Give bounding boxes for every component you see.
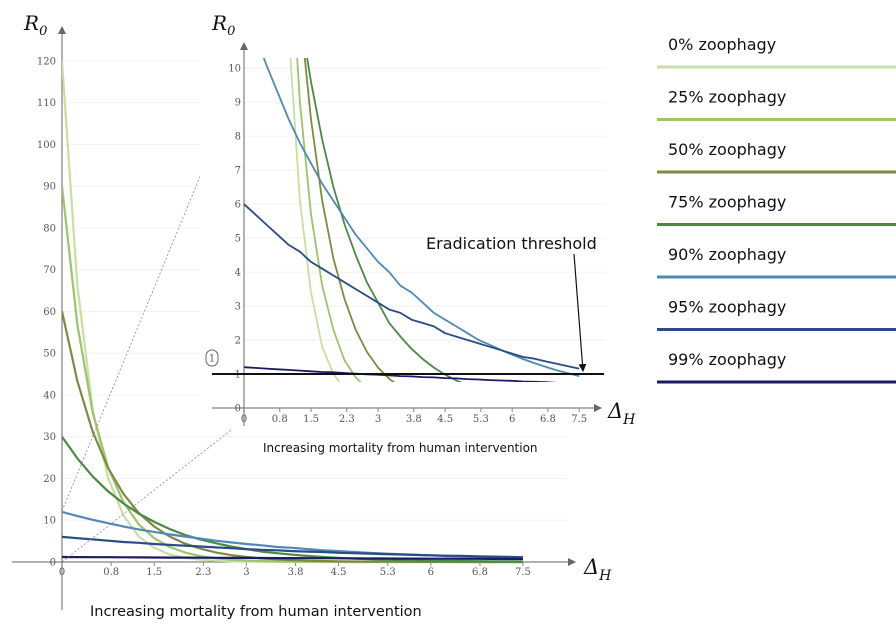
main-x-axis-arrow bbox=[568, 558, 576, 566]
legend-label: 75% zoophagy bbox=[668, 193, 786, 212]
legend-label: 50% zoophagy bbox=[668, 140, 786, 159]
inset-y-tick-label: 3 bbox=[235, 302, 241, 313]
inset-x-tick-label: 3.8 bbox=[406, 414, 422, 425]
inset-x-tick-label: 4.5 bbox=[437, 414, 453, 425]
main-x-tick-label: 5.3 bbox=[380, 567, 396, 578]
main-y-tick-label: 80 bbox=[43, 223, 56, 234]
main-x-tick-label: 4.5 bbox=[331, 567, 347, 578]
main-y-tick-label: 70 bbox=[43, 265, 56, 276]
inset-x-ticks: 0 0.8 1.5 2.3 3 3.8 4.5 5.3 6 6.8 7.5 bbox=[241, 408, 587, 425]
inset-x-tick-label: 7.5 bbox=[571, 414, 587, 425]
main-x-tick-label: 6.8 bbox=[472, 567, 488, 578]
main-y-tick-label: 10 bbox=[43, 516, 56, 527]
inset-x-tick-label: 2.3 bbox=[339, 414, 355, 425]
zoom-guide-bottom bbox=[61, 419, 245, 563]
inset-x-tick-label: 6 bbox=[509, 414, 515, 425]
main-x-axis-label: Increasing mortality from human interven… bbox=[90, 604, 422, 620]
inset-background bbox=[200, 28, 600, 430]
inset-y-tick-label: 8 bbox=[235, 132, 241, 143]
main-x-tick-label: 3.8 bbox=[288, 567, 304, 578]
inset-y-tick-label: 2 bbox=[235, 336, 241, 347]
main-y-tick-label: 40 bbox=[43, 390, 56, 401]
main-y-tick-label: 110 bbox=[37, 98, 56, 109]
inset-series bbox=[244, 58, 580, 382]
main-x-tick-label: 0.8 bbox=[103, 567, 119, 578]
inset-x-tick-label: 3 bbox=[375, 414, 381, 425]
main-series bbox=[62, 60, 524, 564]
main-series-line-95-zoophagy bbox=[62, 535, 524, 559]
inset-series-line-0-zoophagy bbox=[289, 58, 341, 382]
main-y-ticks: 0 10 20 30 40 50 60 70 80 90 100 110 120 bbox=[37, 56, 56, 568]
main-y-tick-label: 100 bbox=[37, 140, 56, 151]
main-y-tick-label: 30 bbox=[43, 432, 56, 443]
main-x-tick-label: 3 bbox=[243, 567, 249, 578]
legend-label: 95% zoophagy bbox=[668, 298, 786, 317]
main-y-tick-label: 50 bbox=[43, 349, 56, 360]
eradication-threshold-label: Eradication threshold bbox=[426, 234, 597, 253]
inset-x-axis-label: Increasing mortality from human interven… bbox=[263, 441, 538, 455]
inset-x-axis-arrow bbox=[594, 404, 602, 412]
inset-y-axis-symbol: R0 bbox=[211, 11, 235, 39]
inset-series-line-99-zoophagy bbox=[244, 366, 557, 382]
inset-series-line-75-zoophagy bbox=[306, 58, 463, 382]
main-y-tick-label: 90 bbox=[43, 182, 56, 193]
inset-x-tick-label: 5.3 bbox=[473, 414, 489, 425]
main-x-tick-label: 2.3 bbox=[195, 567, 211, 578]
threshold-marker-badge bbox=[205, 349, 219, 367]
inset-y-tick-label: 4 bbox=[235, 268, 241, 279]
legend-label: 99% zoophagy bbox=[668, 350, 786, 369]
inset-y-tick-label: 7 bbox=[235, 166, 241, 177]
inset-y-tick-label: 6 bbox=[235, 200, 241, 211]
inset-y-tick-label: 9 bbox=[235, 98, 241, 109]
main-series-line-99-zoophagy bbox=[62, 555, 523, 561]
inset-y-axis-arrow bbox=[240, 42, 248, 50]
inset-series-line-90-zoophagy bbox=[262, 58, 580, 377]
inset-series-line-95-zoophagy bbox=[244, 203, 580, 370]
inset-y-tick-label: 0 bbox=[235, 404, 241, 415]
main-x-tick-label: 0 bbox=[59, 567, 65, 578]
main-y-tick-label: 60 bbox=[43, 307, 56, 318]
inset-x-tick-label: 0.8 bbox=[272, 414, 288, 425]
main-y-tick-label: 0 bbox=[50, 558, 56, 569]
main-x-axis-symbol: ΔH bbox=[583, 555, 612, 584]
main-x-ticks: 0 0.8 1.5 2.3 3 3.8 4.5 5.3 6 6.8 7.5 bbox=[59, 562, 531, 578]
main-x-tick-label: 6 bbox=[428, 567, 434, 578]
main-x-tick-label: 1.5 bbox=[146, 567, 162, 578]
main-y-axis-arrow bbox=[58, 26, 66, 34]
inset-y-tick-label: 10 bbox=[228, 64, 241, 75]
main-x-tick-label: 7.5 bbox=[515, 567, 531, 578]
inset-plot: 0 1 2 3 4 5 6 7 8 9 10 0 0.8 1.5 2.3 3 3.8 4.5 5.3 6 6.8 7.5… bbox=[200, 11, 636, 455]
legend-label: 90% zoophagy bbox=[668, 245, 786, 264]
inset-x-tick-label: 1.5 bbox=[303, 414, 319, 425]
main-y-axis-symbol: R0 bbox=[23, 11, 47, 39]
eradication-threshold-arrow bbox=[573, 253, 587, 372]
threshold-marker-text: 1 bbox=[209, 354, 215, 365]
inset-x-tick-label: 0 bbox=[241, 414, 247, 425]
inset-x-axis-symbol: ΔH bbox=[607, 399, 636, 428]
inset-x-tick-label: 6.8 bbox=[540, 414, 556, 425]
legend-label: 0% zoophagy bbox=[668, 35, 776, 54]
inset-y-tick-label: 5 bbox=[235, 234, 241, 245]
legend-label: 25% zoophagy bbox=[668, 88, 786, 107]
main-series-line-75-zoophagy bbox=[62, 436, 524, 563]
legend: 0% zoophagy 25% zoophagy 50% zoophagy 75% z… bbox=[657, 35, 896, 384]
inset-series-line-25-zoophagy bbox=[296, 58, 362, 382]
main-y-tick-label: 120 bbox=[37, 56, 56, 67]
main-y-tick-label: 20 bbox=[43, 474, 56, 485]
